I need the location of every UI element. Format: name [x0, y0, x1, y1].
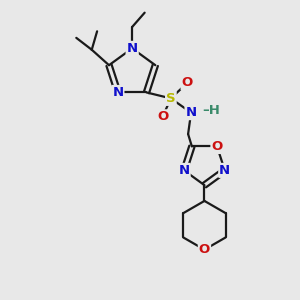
Text: N: N	[185, 106, 197, 119]
Text: O: O	[182, 76, 193, 89]
Text: N: N	[127, 42, 138, 55]
Text: N: N	[219, 164, 230, 177]
Text: O: O	[212, 140, 223, 153]
Text: S: S	[166, 92, 176, 105]
Text: N: N	[178, 164, 190, 177]
Text: N: N	[112, 86, 123, 99]
Text: O: O	[157, 110, 168, 123]
Text: O: O	[199, 243, 210, 256]
Text: –H: –H	[202, 104, 220, 117]
